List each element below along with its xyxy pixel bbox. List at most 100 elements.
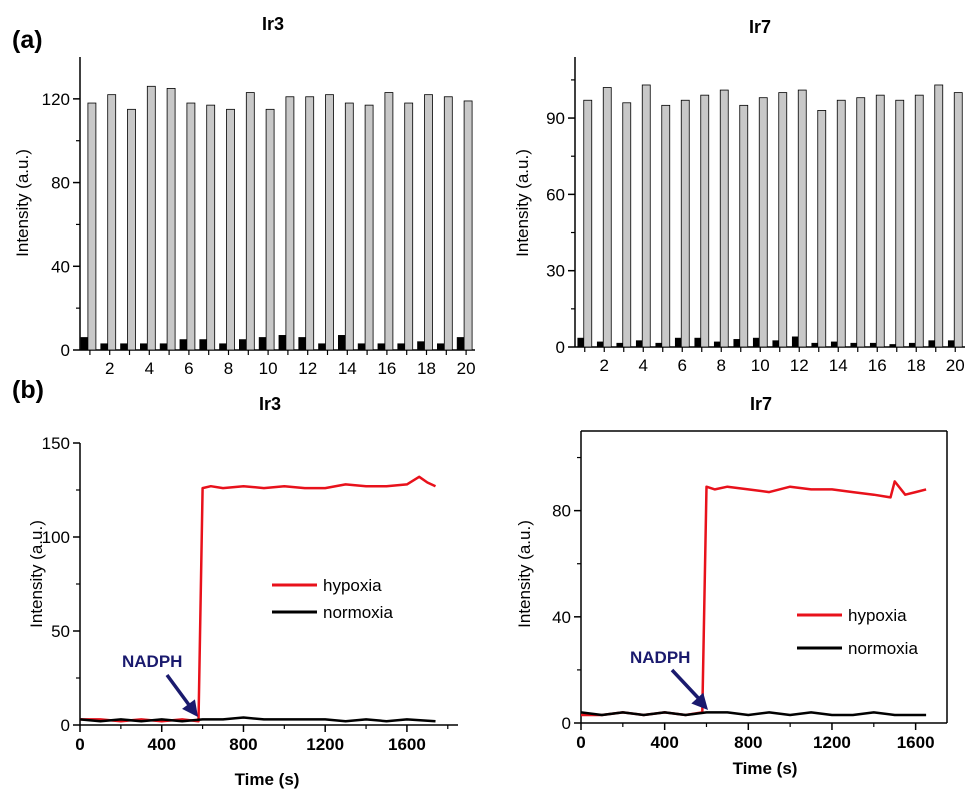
y-tick-label: 30 (546, 262, 565, 281)
x-tick-label: 1200 (306, 735, 344, 754)
x-tick-label: 20 (946, 356, 965, 375)
x-tick-label: 2 (600, 356, 609, 375)
chart-title: Ir7 (750, 394, 772, 414)
chart-3: Ir3 Intensity (a.u.) 0 50 100 150 0 400 800 1200 1… (27, 394, 458, 789)
nadph-annotation: NADPH (122, 652, 182, 671)
bar-gray (875, 94, 885, 348)
bar-gray (463, 100, 473, 351)
x-tick-label: 10 (259, 359, 278, 378)
nadph-arrow-head (691, 692, 708, 710)
x-tick-label: 12 (790, 356, 809, 375)
y-tick-label: 100 (42, 528, 70, 547)
chart-title: Ir3 (262, 14, 284, 34)
bar-gray (404, 102, 414, 351)
bar-gray (166, 87, 176, 351)
bar-gray (443, 96, 453, 351)
x-tick-label: 18 (417, 359, 436, 378)
x-tick-label: 8 (224, 359, 233, 378)
y-tick-label: 0 (61, 341, 70, 360)
series-line-hypoxia (581, 480, 927, 717)
bar-gray (384, 92, 394, 351)
x-tick-label: 400 (650, 733, 678, 752)
bar-gray (424, 94, 433, 351)
series-line-normoxia (580, 711, 927, 717)
chart-1: Ir3 Intensity (a.u.) 0 40 80 120 2 4 6 8 10 12 14 16 1… (13, 14, 476, 378)
bar-gray (895, 99, 905, 348)
bar-gray (285, 96, 295, 351)
x-tick-label: 14 (338, 359, 357, 378)
y-tick-label: 0 (61, 716, 70, 735)
y-axis-title: Intensity (a.u.) (27, 520, 46, 628)
bar-gray (583, 99, 593, 348)
nadph-arrow-shaft (165, 673, 194, 711)
y-axis-title: Intensity (a.u.) (513, 149, 532, 257)
legend: hypoxia normoxia (797, 606, 918, 658)
nadph-arrow-head (182, 699, 198, 717)
panel-label-b: (b) (12, 376, 44, 404)
y-axis-title: Intensity (a.u.) (13, 149, 32, 257)
bar-gray (364, 104, 374, 351)
bar-gray (305, 96, 315, 351)
x-tick-label: 0 (576, 733, 585, 752)
bar-gray (206, 104, 216, 351)
series-line-hypoxia (80, 475, 437, 723)
bar-gray (797, 89, 807, 348)
x-tick-label: 8 (717, 356, 726, 375)
bar-gray (661, 104, 671, 348)
bar-gray (914, 94, 924, 348)
bar-gray (719, 89, 729, 348)
nadph-annotation: NADPH (630, 648, 690, 667)
x-tick-label: 16 (868, 356, 887, 375)
panel-label-a: (a) (12, 26, 43, 54)
y-tick-label: 0 (556, 338, 565, 357)
bar-gray (325, 94, 334, 351)
y-tick-label: 120 (42, 90, 70, 109)
y-tick-label: 60 (546, 185, 565, 204)
y-tick-label: 40 (51, 257, 70, 276)
bar-gray (186, 102, 196, 351)
bar-gray (953, 92, 963, 348)
bar-gray (87, 102, 97, 351)
bar-gray (856, 97, 866, 348)
y-tick-label: 150 (42, 434, 70, 453)
x-tick-label: 6 (678, 356, 687, 375)
x-tick-label: 12 (298, 359, 317, 378)
x-tick-label: 16 (377, 359, 396, 378)
chart-title: Ir3 (259, 394, 281, 414)
x-tick-label: 2 (105, 359, 114, 378)
x-axis-title: Time (s) (733, 759, 798, 778)
bar-gray (622, 102, 632, 348)
y-tick-label: 50 (51, 622, 70, 641)
bar-gray (817, 110, 827, 348)
legend-label-normoxia: normoxia (323, 603, 393, 622)
bar-gray (680, 99, 690, 348)
bar-gray (127, 108, 136, 351)
x-tick-label: 1600 (897, 733, 935, 752)
y-tick-label: 40 (552, 608, 571, 627)
legend-label-hypoxia: hypoxia (848, 606, 907, 625)
legend-label-hypoxia: hypoxia (323, 576, 382, 595)
bar-gray (602, 87, 612, 348)
y-tick-label: 90 (546, 109, 565, 128)
bar-gray (245, 92, 255, 351)
x-tick-label: 800 (734, 733, 762, 752)
chart-title: Ir7 (749, 17, 771, 37)
bar-gray (641, 84, 651, 348)
chart-2: Ir7 Intensity (a.u.) 0 30 60 90 2 4 6 8 10 12 14 16 18… (513, 17, 965, 375)
bar-gray (226, 108, 235, 351)
x-tick-label: 6 (184, 359, 193, 378)
bar-gray (700, 94, 710, 348)
x-tick-label: 800 (229, 735, 257, 754)
bar-gray (934, 84, 944, 348)
x-tick-label: 4 (639, 356, 648, 375)
x-axis-title: Time (s) (235, 770, 300, 789)
x-tick-label: 14 (829, 356, 848, 375)
y-tick-label: 0 (562, 714, 571, 733)
y-tick-label: 80 (552, 502, 571, 521)
y-tick-label: 80 (51, 174, 70, 193)
bar-gray (344, 102, 354, 351)
x-tick-label: 1600 (388, 735, 426, 754)
bar-gray (778, 92, 788, 348)
